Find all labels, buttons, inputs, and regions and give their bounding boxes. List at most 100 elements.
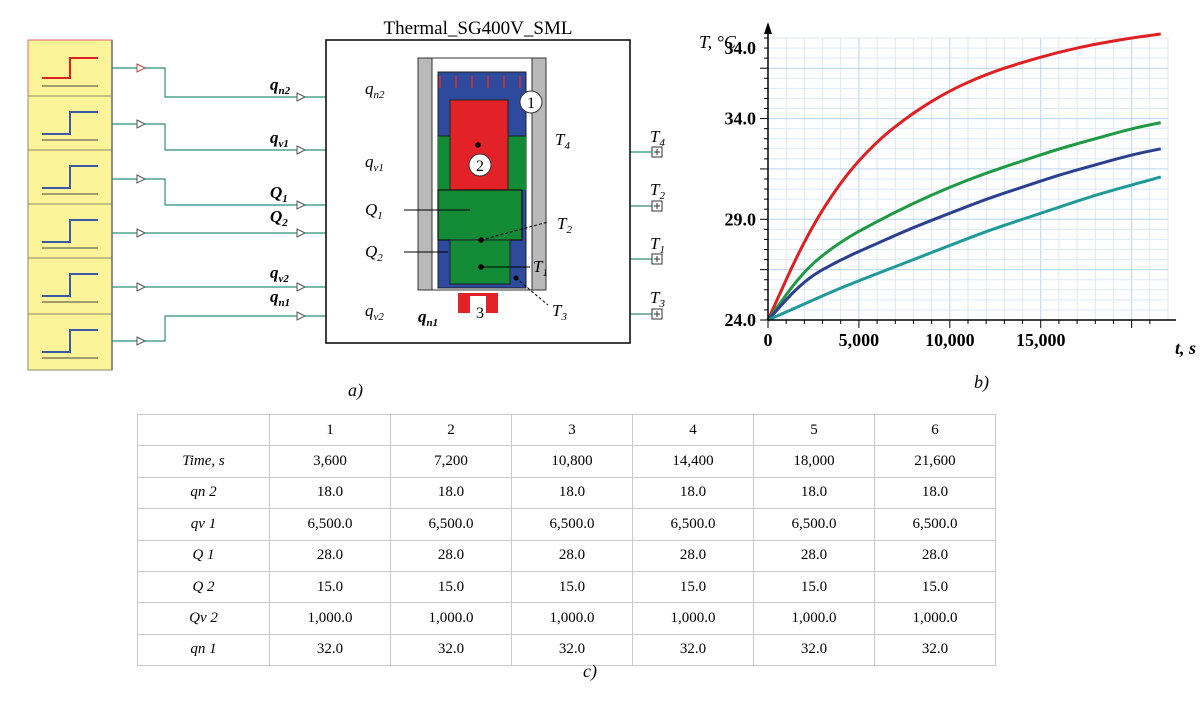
table-cell: 18.0 xyxy=(632,476,754,510)
series-line-1 xyxy=(766,32,1161,321)
table-cell: 14,400 xyxy=(632,445,754,478)
panel-label-b: b) xyxy=(974,372,989,392)
table-cell: 15.0 xyxy=(874,570,996,604)
table-cell: 1,000.0 xyxy=(753,602,875,635)
chart-axes: 0 5,000 10,000 15,000 24.0 29.0 34.0 34.0 xyxy=(725,22,1176,350)
input-label-qn1: qn1 xyxy=(270,287,290,309)
table-header-cell: 4 xyxy=(632,413,754,447)
table-cell: 6,500.0 xyxy=(874,508,996,541)
step-icon xyxy=(42,111,98,135)
table-cell: 1,000.0 xyxy=(390,602,512,635)
output-label-t3: T3 xyxy=(650,288,665,310)
step-source-blocks xyxy=(27,39,113,371)
table-header-cell: 5 xyxy=(753,413,875,447)
input-label-qv1: qv1 xyxy=(270,128,289,150)
table-cell: 28.0 xyxy=(874,539,996,572)
zone-markers: 1 2 3 xyxy=(468,90,543,322)
table-cell: 32.0 xyxy=(632,633,754,667)
table-row: qv 1 6,500.0 6,500.0 6,500.0 6,500.0 6,500.0 6… xyxy=(137,508,996,541)
series-line-3 xyxy=(766,147,1162,322)
parameter-table-container: 1 2 3 4 5 6 Time, s 3,600 7,200 10,800 14,400 18,00… xyxy=(137,413,996,667)
table-row: qn 2 18.0 18.0 18.0 18.0 18.0 18.0 xyxy=(137,476,996,510)
inner-label-qv1: qv1 xyxy=(365,152,384,174)
table-cell: 6,500.0 xyxy=(753,508,875,541)
y-axis-label: T, °C xyxy=(699,32,737,52)
input-port-labels: qn2 qv1 Q1 Q2 qv2 qn1 xyxy=(270,75,291,309)
y-tick-label: 34.0 xyxy=(725,38,757,58)
table-header-cell: 2 xyxy=(390,413,512,447)
table-row-label: Qv 2 xyxy=(137,602,270,635)
panel-label-a: a) xyxy=(348,380,363,400)
table-cell: 28.0 xyxy=(632,539,754,572)
step-icon xyxy=(42,165,98,189)
step-icon xyxy=(42,219,98,243)
output-ports xyxy=(651,146,663,320)
input-label-q1: Q1 xyxy=(270,183,288,205)
table-row: Qv 2 1,000.0 1,000.0 1,000.0 1,000.0 1,000.0 1… xyxy=(137,602,996,635)
table-row: qn 1 32.0 32.0 32.0 32.0 32.0 32.0 xyxy=(137,633,996,667)
y-tick-label: 24.0 xyxy=(725,310,757,330)
table-cell: 18.0 xyxy=(511,476,633,510)
inner-label-t3: T3 xyxy=(552,301,567,323)
table-cell: 6,500.0 xyxy=(269,508,391,541)
wire-arrows xyxy=(136,63,147,73)
table-row-label: qv 1 xyxy=(137,508,270,541)
table-header-cell: 1 xyxy=(269,413,391,447)
output-port-labels: T4 T2 T1 T3 xyxy=(650,127,665,310)
table-cell: 1,000.0 xyxy=(632,602,754,635)
inner-label-q1: Q1 xyxy=(365,200,383,222)
input-label-qn2: qn2 xyxy=(270,75,291,97)
wire-arrows xyxy=(136,92,307,346)
table-cell: 18.0 xyxy=(390,476,512,510)
table-cell: 32.0 xyxy=(390,633,512,667)
table-row: Q 2 15.0 15.0 15.0 15.0 15.0 15.0 xyxy=(137,570,996,604)
table-cell: 32.0 xyxy=(269,633,391,667)
schematic-diagram: qn2 qv1 Q1 Q2 qv2 qn1 Thermal_SG400V_SML… xyxy=(27,18,665,371)
table-row-label: qn 2 xyxy=(137,476,270,510)
y-tick-label: 34.0 xyxy=(725,109,757,129)
table-cell: 1,000.0 xyxy=(874,602,996,635)
table-cell: 18.0 xyxy=(269,476,391,510)
table-row: Time, s 3,600 7,200 10,800 14,400 18,000 21,60… xyxy=(137,445,996,478)
chart-series xyxy=(766,32,1162,322)
table-cell: 18,000 xyxy=(753,445,875,478)
table-cell: 32.0 xyxy=(874,633,996,667)
table-cell: 15.0 xyxy=(753,570,875,604)
y-axis-arrow xyxy=(764,22,772,34)
table-cell: 32.0 xyxy=(753,633,875,667)
block-title: Thermal_SG400V_SML xyxy=(384,18,573,39)
output-label-t2: T2 xyxy=(650,180,665,202)
zone-label-1: 1 xyxy=(527,95,535,112)
inner-right-labels: T4 T2 T1 T3 xyxy=(533,130,572,323)
table-cell: 15.0 xyxy=(269,570,391,604)
table-cell: 10,800 xyxy=(511,445,633,478)
table-cell: 28.0 xyxy=(269,539,391,572)
table-row-label: Q 1 xyxy=(137,539,270,572)
x-tick-label: 5,000 xyxy=(839,330,880,350)
inner-label-qv2: qv2 xyxy=(365,301,384,323)
table-row-label: Q 2 xyxy=(137,570,270,604)
table-row-label: Time, s xyxy=(137,445,270,478)
inner-label-t2: T2 xyxy=(557,214,572,236)
table-row-label: qn 1 xyxy=(137,633,270,667)
table-cell: 15.0 xyxy=(511,570,633,604)
temperature-chart: 0 5,000 10,000 15,000 24.0 29.0 34.0 34.0 T, °C… xyxy=(699,22,1196,358)
table-cell: 3,600 xyxy=(269,445,391,478)
table-cell: 1,000.0 xyxy=(269,602,391,635)
series-line-4 xyxy=(767,175,1162,322)
table-cell: 18.0 xyxy=(874,476,996,510)
parameter-table: 1 2 3 4 5 6 Time, s 3,600 7,200 10,800 14,400 18,00… xyxy=(137,413,996,667)
table-cell: 15.0 xyxy=(632,570,754,604)
inner-label-qn2: qn2 xyxy=(365,79,385,101)
table-cell: 21,600 xyxy=(874,445,996,478)
input-label-qv2: qv2 xyxy=(270,263,289,285)
inner-label-t4: T4 xyxy=(555,130,570,152)
input-label-q2: Q2 xyxy=(270,207,288,229)
x-tick-label: 10,000 xyxy=(925,330,975,350)
table-cell: 6,500.0 xyxy=(511,508,633,541)
table-cell: 6,500.0 xyxy=(632,508,754,541)
inner-label-qn1: qn1 xyxy=(418,307,438,329)
table-cell: 18.0 xyxy=(753,476,875,510)
step-icon xyxy=(42,329,98,353)
table-cell: 28.0 xyxy=(390,539,512,572)
